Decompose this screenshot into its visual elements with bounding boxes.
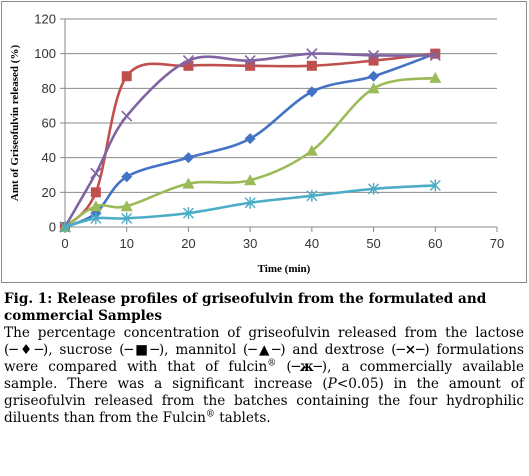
x-tick-label: 70: [490, 236, 504, 251]
data-point-square: [430, 48, 441, 59]
data-point-square: [306, 60, 317, 71]
data-point-diamond: [121, 171, 133, 183]
caption-body: The percentage concentration of griseofu…: [4, 325, 524, 427]
fulcin-symbol: ─ж─: [291, 359, 322, 375]
data-point-star: [368, 182, 380, 195]
registered-mark: ®: [205, 409, 215, 420]
y-tick-label: 60: [42, 116, 56, 131]
mannitol-symbol: ─▲─: [248, 342, 281, 358]
caption-text: ), a commercially available sample. Ther…: [4, 359, 524, 392]
registered-mark: ®: [267, 358, 277, 369]
y-tick-label: 0: [49, 220, 56, 235]
y-tick-label: 20: [42, 185, 56, 200]
caption-text: <0.05) in the amount of griseofulvin rel…: [4, 376, 524, 426]
data-point-diamond: [244, 133, 256, 145]
sucrose-symbol: ─■─: [124, 342, 159, 358]
x-tick-label: 60: [428, 236, 442, 251]
x-tick-label: 0: [61, 236, 68, 251]
data-point-triangle: [367, 82, 380, 94]
series-line: [64, 184, 436, 229]
data-point-square: [183, 60, 194, 71]
data-point-star: [182, 207, 194, 220]
figure-caption: Fig. 1: Release profiles of griseofulvin…: [4, 291, 524, 427]
data-point-x: [368, 49, 380, 61]
x-axis-title: Time (min): [258, 263, 311, 275]
x-tick-label: 20: [181, 236, 195, 251]
caption-text: ) formulations were compared with that o…: [4, 342, 524, 375]
data-point-star: [429, 179, 441, 192]
y-tick-label: 80: [42, 81, 56, 96]
data-point-diamond: [368, 70, 380, 82]
y-axis-title: Amt of Griseofulvin released (%): [9, 45, 21, 202]
tick-labels: 0 20 40 60 80 100 120 0 10 20 30 40 50 60 70: [34, 12, 504, 252]
data-point-triangle: [429, 71, 442, 83]
data-point-triangle: [89, 200, 102, 212]
y-tick-label: 40: [42, 150, 56, 165]
data-point-square: [121, 71, 132, 82]
data-point-triangle: [305, 144, 318, 156]
data-point-x: [182, 55, 194, 67]
x-tick-label: 10: [119, 236, 133, 251]
x-tick-label: 50: [366, 236, 380, 251]
series-star: [59, 179, 441, 233]
data-point-diamond: [306, 86, 318, 98]
data-point-triangle: [244, 174, 257, 186]
caption-text: ), sucrose (: [42, 342, 125, 358]
axes: [60, 18, 498, 232]
series-group: [59, 48, 442, 233]
data-point-x: [306, 48, 318, 60]
caption-text: (: [276, 359, 292, 375]
series-square: [60, 48, 441, 232]
data-point-star: [90, 212, 102, 225]
caption-text: ) and dextrose (: [280, 342, 397, 358]
release-profile-chart: 0 20 40 60 80 100 120 0 10 20 30 40 50 60 70 Amt of Gr…: [9, 12, 504, 276]
caption-text: ), mannitol (: [158, 342, 249, 358]
y-tick-label: 100: [34, 46, 56, 61]
data-point-star: [121, 212, 133, 225]
series-line: [64, 52, 436, 228]
series-line: [63, 52, 436, 228]
data-point-square: [245, 60, 256, 71]
data-point-diamond: [182, 152, 194, 164]
dextrose-symbol: ─×─: [396, 342, 425, 358]
y-tick-label: 120: [34, 12, 56, 27]
data-point-star: [244, 196, 256, 209]
data-point-x: [244, 55, 256, 67]
data-point-x: [90, 167, 102, 179]
gridlines: [65, 18, 497, 193]
p-value-italic: P: [327, 376, 337, 392]
data-point-triangle: [120, 200, 133, 212]
data-point-x: [429, 49, 441, 61]
figure-title: Fig. 1: Release profiles of griseofulvin…: [4, 291, 487, 324]
data-point-star: [306, 189, 318, 202]
series-x: [59, 48, 441, 233]
data-point-square: [90, 187, 101, 198]
lactose-symbol: ─♦─: [9, 342, 43, 358]
data-point-triangle: [182, 177, 195, 189]
data-point-star: [59, 221, 71, 233]
chart-frame: 0 20 40 60 80 100 120 0 10 20 30 40 50 60 70 Amt of Gr…: [1, 1, 527, 283]
data-point-square: [368, 55, 379, 66]
caption-text: The percentage concentration of griseofu…: [4, 325, 524, 358]
series-triangle: [59, 71, 442, 232]
x-tick-label: 40: [305, 236, 319, 251]
data-point-x: [121, 110, 133, 122]
caption-text: tablets.: [214, 410, 271, 426]
x-tick-label: 30: [243, 236, 257, 251]
